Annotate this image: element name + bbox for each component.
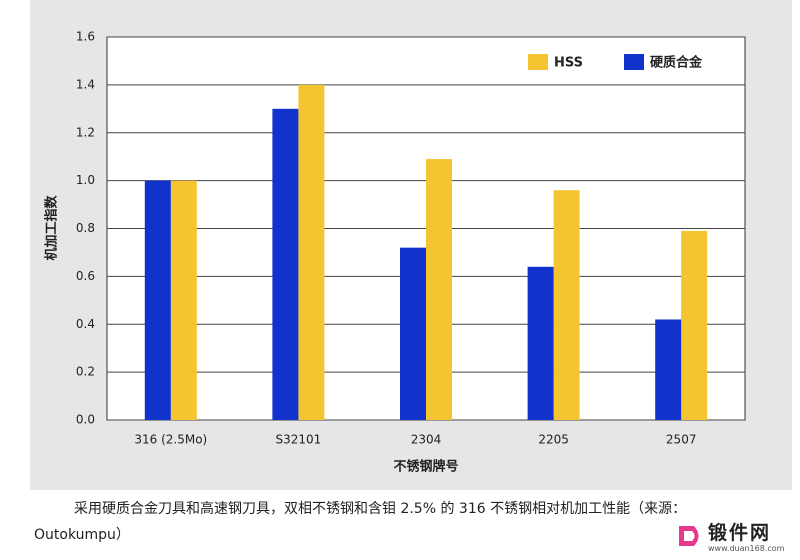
legend-swatch — [624, 54, 644, 70]
y-tick-label: 1.6 — [76, 30, 95, 44]
y-tick-label: 0.2 — [76, 365, 95, 379]
y-tick-label: 1.0 — [76, 173, 95, 187]
y-tick-label: 0.6 — [76, 269, 95, 283]
bar — [681, 230, 708, 420]
legend-label: HSS — [554, 56, 583, 71]
y-tick-label: 0.4 — [76, 317, 95, 331]
chart: 机加工指数 不锈钢牌号 0.0 0.2 0.4 0.6 0.8 1.0 1.2 1.4 1.6 3… — [30, 0, 792, 490]
x-tick-label: S32101 — [276, 433, 322, 447]
watermark: 锻件网 www.duan168.com — [676, 518, 786, 556]
caption: 采用硬质合金刀具和高速钢刀具，双相不锈钢和含钼 2.5% 的 316 不锈钢相对… — [34, 501, 687, 543]
legend-swatch — [528, 54, 548, 70]
bar — [400, 247, 426, 420]
y-tick-label: 1.2 — [76, 125, 95, 139]
watermark-url: www.duan168.com — [708, 544, 785, 553]
bar — [298, 84, 325, 420]
x-tick-label: 2507 — [666, 433, 697, 447]
y-tick-label: 1.4 — [76, 77, 95, 91]
watermark-name: 锻件网 — [708, 522, 772, 544]
x-tick-label: 2304 — [411, 433, 442, 447]
y-tick-label: 0.0 — [76, 413, 95, 427]
bar — [170, 180, 197, 420]
bar — [272, 108, 299, 420]
watermark-logo — [679, 526, 699, 546]
bar — [426, 159, 452, 421]
x-tick-label: 2205 — [538, 433, 569, 447]
bar — [553, 190, 580, 420]
y-axis-title: 机加工指数 — [44, 195, 60, 261]
bar — [144, 180, 171, 420]
y-tick-label: 0.8 — [76, 221, 95, 235]
bar — [527, 266, 554, 420]
legend-label: 硬质合金 — [650, 55, 703, 71]
bar — [655, 319, 682, 420]
x-axis-title: 不锈钢牌号 — [393, 459, 458, 475]
x-tick-label: 316 (2.5Mo) — [134, 433, 207, 447]
